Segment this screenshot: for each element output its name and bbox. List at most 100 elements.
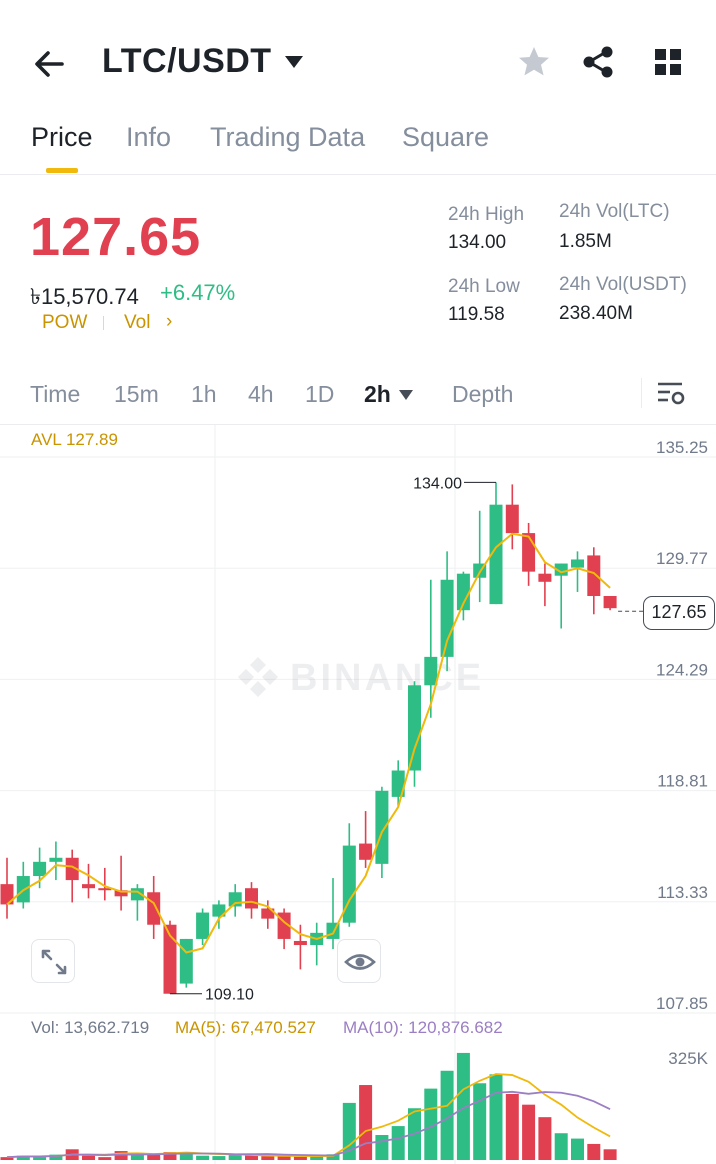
- change-percent: +6.47%: [160, 280, 236, 305]
- tab-info[interactable]: Info: [126, 122, 172, 152]
- favorite-button[interactable]: [514, 42, 554, 82]
- expand-icon: [41, 949, 67, 975]
- share-button[interactable]: [580, 44, 616, 80]
- arrow-left-icon: [35, 51, 64, 77]
- candle-body: [424, 656, 438, 686]
- candle-body: [587, 555, 601, 596]
- y-axis: 135.25 129.77 124.29 118.81 113.33 107.85 325K: [656, 438, 709, 1068]
- interval-4h[interactable]: 4h: [248, 381, 274, 407]
- volume-bar: [359, 1085, 373, 1160]
- star-icon: [519, 47, 549, 76]
- stat-vol-quote-label: 24h Vol(USDT): [559, 274, 687, 295]
- menu-button[interactable]: [652, 46, 684, 78]
- candle-body: [147, 892, 161, 925]
- stat-vol-quote-value: 238.40M: [559, 303, 633, 324]
- caret-down-icon[interactable]: [284, 54, 304, 70]
- divider: [0, 424, 716, 425]
- top-bar: LTC/USDT: [0, 0, 716, 110]
- volume-bar: [49, 1154, 63, 1160]
- interval-time[interactable]: Time: [30, 381, 81, 407]
- candle-body: [212, 904, 226, 917]
- tab-square[interactable]: Square: [402, 122, 490, 152]
- avl-label: AVL 127.89: [31, 430, 118, 449]
- candle-body: [261, 908, 275, 919]
- chart-settings-icon: [658, 382, 685, 405]
- indicator-visibility-button[interactable]: [337, 939, 381, 983]
- volume-ma10-label: MA(10): 120,876.682: [343, 1018, 503, 1037]
- interval-2h[interactable]: 2h: [364, 381, 391, 407]
- candle-body: [408, 685, 421, 771]
- volume-bar: [98, 1157, 112, 1160]
- volume-bar: [0, 1157, 14, 1160]
- interval-15m[interactable]: 15m: [114, 381, 159, 407]
- volume-ma10-line: [6, 1090, 611, 1159]
- candle-body: [359, 843, 373, 860]
- volume-ma5-label: MA(5): 67,470.527: [175, 1018, 316, 1037]
- tab-trading-data[interactable]: Trading Data: [210, 122, 366, 152]
- candle-body: [65, 857, 79, 881]
- volume-bar: [440, 1070, 454, 1160]
- candle-body: [571, 559, 584, 568]
- candle-body: [0, 884, 14, 905]
- candle-body: [163, 924, 177, 994]
- divider: [0, 174, 716, 175]
- candle-body: [33, 861, 47, 877]
- svg-text:BINANCE: BINANCE: [290, 657, 484, 699]
- stat-low-value: 119.58: [448, 304, 505, 325]
- volume-y-tick: 325K: [668, 1049, 708, 1068]
- y-tick-label: 129.77: [656, 549, 708, 568]
- chart-grid: [0, 425, 716, 1164]
- tag-pow[interactable]: POW: [42, 312, 88, 333]
- price-ma-line: [6, 532, 611, 954]
- stat-low-label: 24h Low: [448, 276, 520, 297]
- volume-bar: [505, 1093, 519, 1160]
- candle-body: [82, 884, 95, 889]
- active-tab-indicator: [46, 168, 78, 173]
- candle-body: [245, 888, 258, 909]
- candle-body: [196, 912, 210, 939]
- volume-bar: [130, 1152, 144, 1160]
- candle-body: [538, 573, 552, 582]
- volume-bar: [16, 1155, 30, 1160]
- price-ma-line: [6, 532, 611, 954]
- last-price: 127.65: [30, 207, 202, 267]
- expand-chart-button[interactable]: [31, 939, 75, 983]
- candle-body: [522, 533, 536, 572]
- grid-icon: [655, 49, 681, 75]
- interval-depth[interactable]: Depth: [452, 381, 514, 407]
- candle-body: [375, 790, 389, 864]
- caret-down-icon[interactable]: [398, 388, 414, 400]
- interval-1d[interactable]: 1D: [305, 381, 335, 407]
- y-tick-label: 118.81: [657, 772, 708, 791]
- interval-1h[interactable]: 1h: [191, 381, 217, 407]
- share-icon: [583, 46, 613, 78]
- y-tick-label: 107.85: [656, 994, 708, 1013]
- last-price-marker: 127.65: [643, 596, 715, 630]
- low-marker-label: 109.10: [205, 987, 254, 1004]
- candle-body: [554, 563, 568, 576]
- volume-bar: [147, 1153, 161, 1160]
- candle-body: [342, 845, 356, 923]
- volume-bar: [212, 1156, 226, 1160]
- tag-vol[interactable]: Vol: [124, 312, 151, 333]
- candle-body: [114, 890, 128, 897]
- candle-body: [505, 504, 519, 534]
- volume-bar: [228, 1155, 242, 1160]
- volume-ma5-line: [6, 1073, 611, 1159]
- fiat-price: ৳15,570.74: [30, 284, 139, 309]
- volume-bar: [603, 1149, 617, 1160]
- candle-body: [293, 940, 307, 946]
- y-tick-label: 113.33: [657, 883, 708, 902]
- pair-title[interactable]: LTC/USDT: [102, 42, 272, 80]
- candle-body: [489, 504, 503, 605]
- back-button[interactable]: [28, 42, 72, 86]
- chevron-right-icon[interactable]: ›: [166, 311, 173, 332]
- volume-bar: [82, 1155, 95, 1160]
- volume-bar: [554, 1133, 568, 1160]
- divider: [641, 378, 642, 408]
- chart-settings-button[interactable]: [656, 380, 686, 408]
- volume-bars: [0, 1052, 617, 1160]
- tab-price[interactable]: Price: [31, 122, 93, 152]
- candle-body: [603, 596, 617, 609]
